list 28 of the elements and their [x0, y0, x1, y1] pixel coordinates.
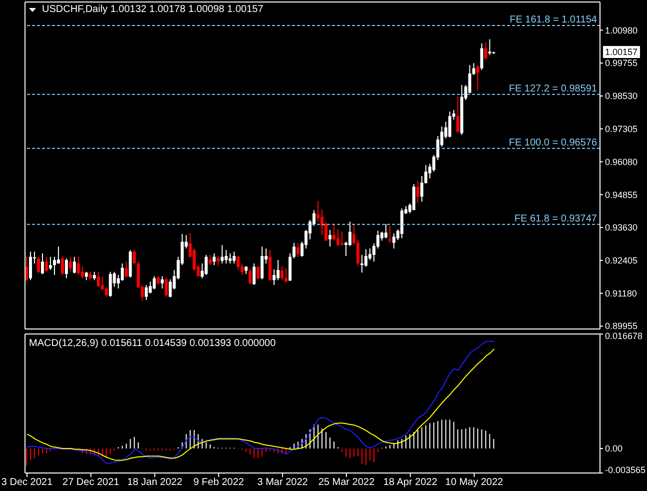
y-tick-label: 0.96080 [605, 156, 638, 167]
y-tick-label: 0.00 [605, 444, 623, 454]
ref-line-label: FE 61.8 = 0.93747 [514, 213, 598, 224]
chart-title: MACD(12,26,9) 0.015611 0.014539 0.001393 0.000000 [29, 338, 276, 350]
y-tick-label: 0.016678 [605, 331, 643, 342]
x-tick-label: 18 Apr 2022 [383, 477, 438, 488]
ref-line-label: FE 161.8 = 1.01154 [510, 14, 598, 26]
ref-line-label: FE 100.0 = 0.96576 [508, 137, 598, 148]
y-tick-label: 0.89955 [605, 321, 638, 332]
x-tick-label: 3 Dec 2021 [1, 477, 54, 488]
x-tick-label: 3 Mar 2022 [257, 477, 308, 488]
x-tick-label: 9 Feb 2022 [193, 477, 244, 488]
y-tick-label: 0.97305 [605, 124, 638, 134]
y-tick-label: 0.91180 [605, 288, 637, 298]
y-tick-label: 0.92405 [605, 256, 638, 266]
x-tick-label: 27 Dec 2021 [62, 477, 120, 488]
y-tick-label: 0.99755 [605, 58, 638, 68]
annotation: 1.00157 [603, 46, 640, 58]
ref-line-label: FE 127.2 = 0.98591 [508, 83, 598, 94]
chart-title: USDCHF,Daily 1.00132 1.00178 1.00098 1.00157 [42, 4, 264, 16]
y-tick-label: 0.98530 [605, 91, 638, 102]
y-tick-label: 0.93630 [605, 222, 638, 233]
x-tick-label: 25 Mar 2022 [318, 477, 375, 488]
y-tick-label: -0.003565 [605, 465, 646, 476]
x-tick-label: 18 Jan 2022 [127, 477, 183, 488]
y-tick-label: 0.94855 [605, 190, 638, 200]
x-tick-label: 10 May 2022 [445, 477, 504, 488]
y-tick-label: 1.00980 [605, 25, 638, 36]
